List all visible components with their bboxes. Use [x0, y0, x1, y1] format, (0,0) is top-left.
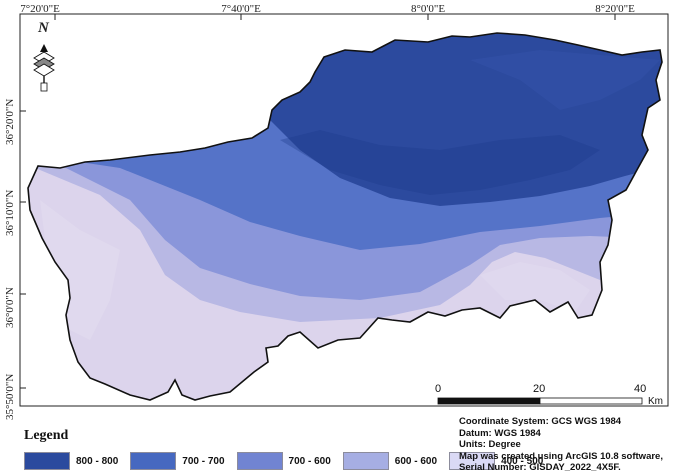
map-info: Coordinate System: GCS WGS 1984 Datum: W…	[459, 416, 663, 474]
legend-swatch	[130, 452, 177, 470]
scale-unit: Km	[648, 396, 663, 407]
serial-number: Serial Number: GISDAY_2022_4X5F.	[459, 462, 621, 473]
legend-label: 700 - 700	[182, 455, 225, 467]
legend-label: 600 - 600	[394, 455, 438, 467]
scale-label-20: 20	[533, 383, 546, 395]
software-note: Map was created using ArcGIS 10.8 softwa…	[459, 450, 663, 462]
legend-swatch	[449, 452, 496, 470]
lon-label-1: 7°20'0"E	[20, 3, 60, 15]
zone-800-800	[28, 33, 662, 206]
lat-label-3: 36°0'0"N	[4, 287, 16, 328]
legend-item: 800 - 800	[24, 452, 118, 470]
lon-label-3: 8°0'0"E	[410, 3, 446, 15]
units: Units: Degree	[459, 439, 521, 450]
lon-label-4: 8°20'0"E	[595, 3, 635, 15]
legend-items: 800 - 800 700 - 700 700 - 600 600 - 600 …	[24, 452, 555, 470]
graticule-ticks	[20, 14, 616, 389]
coordinate-system: Coordinate System: GCS WGS 1984	[459, 416, 622, 427]
legend-swatch	[236, 452, 283, 470]
legend-title: Legend	[24, 428, 69, 443]
legend-swatch	[342, 452, 389, 470]
lon-label-2: 7°40'0"E	[221, 3, 261, 15]
scale-label-0: 0	[435, 383, 442, 395]
legend-swatch	[24, 452, 70, 470]
legend-item: 400 - 500	[449, 452, 543, 470]
legend-item: 700 - 600	[236, 452, 331, 470]
lat-label-1: 36°20'0"N	[4, 98, 16, 145]
legend-label: 700 - 600	[288, 455, 331, 467]
lat-label-4: 35°50'0"N	[4, 373, 16, 420]
north-letter: N	[38, 20, 49, 36]
scale-bar	[437, 397, 643, 405]
legend-label: 800 - 800	[76, 455, 119, 467]
legend-label: 400 - 500	[501, 455, 544, 467]
lat-label-2: 36°10'0"N	[4, 189, 16, 236]
scale-label-40: 40	[634, 383, 647, 395]
legend-item: 600 - 600	[342, 452, 438, 470]
legend-item: 700 - 700	[130, 452, 225, 470]
north-arrow-icon	[33, 44, 55, 92]
datum: Datum: WGS 1984	[459, 427, 541, 439]
